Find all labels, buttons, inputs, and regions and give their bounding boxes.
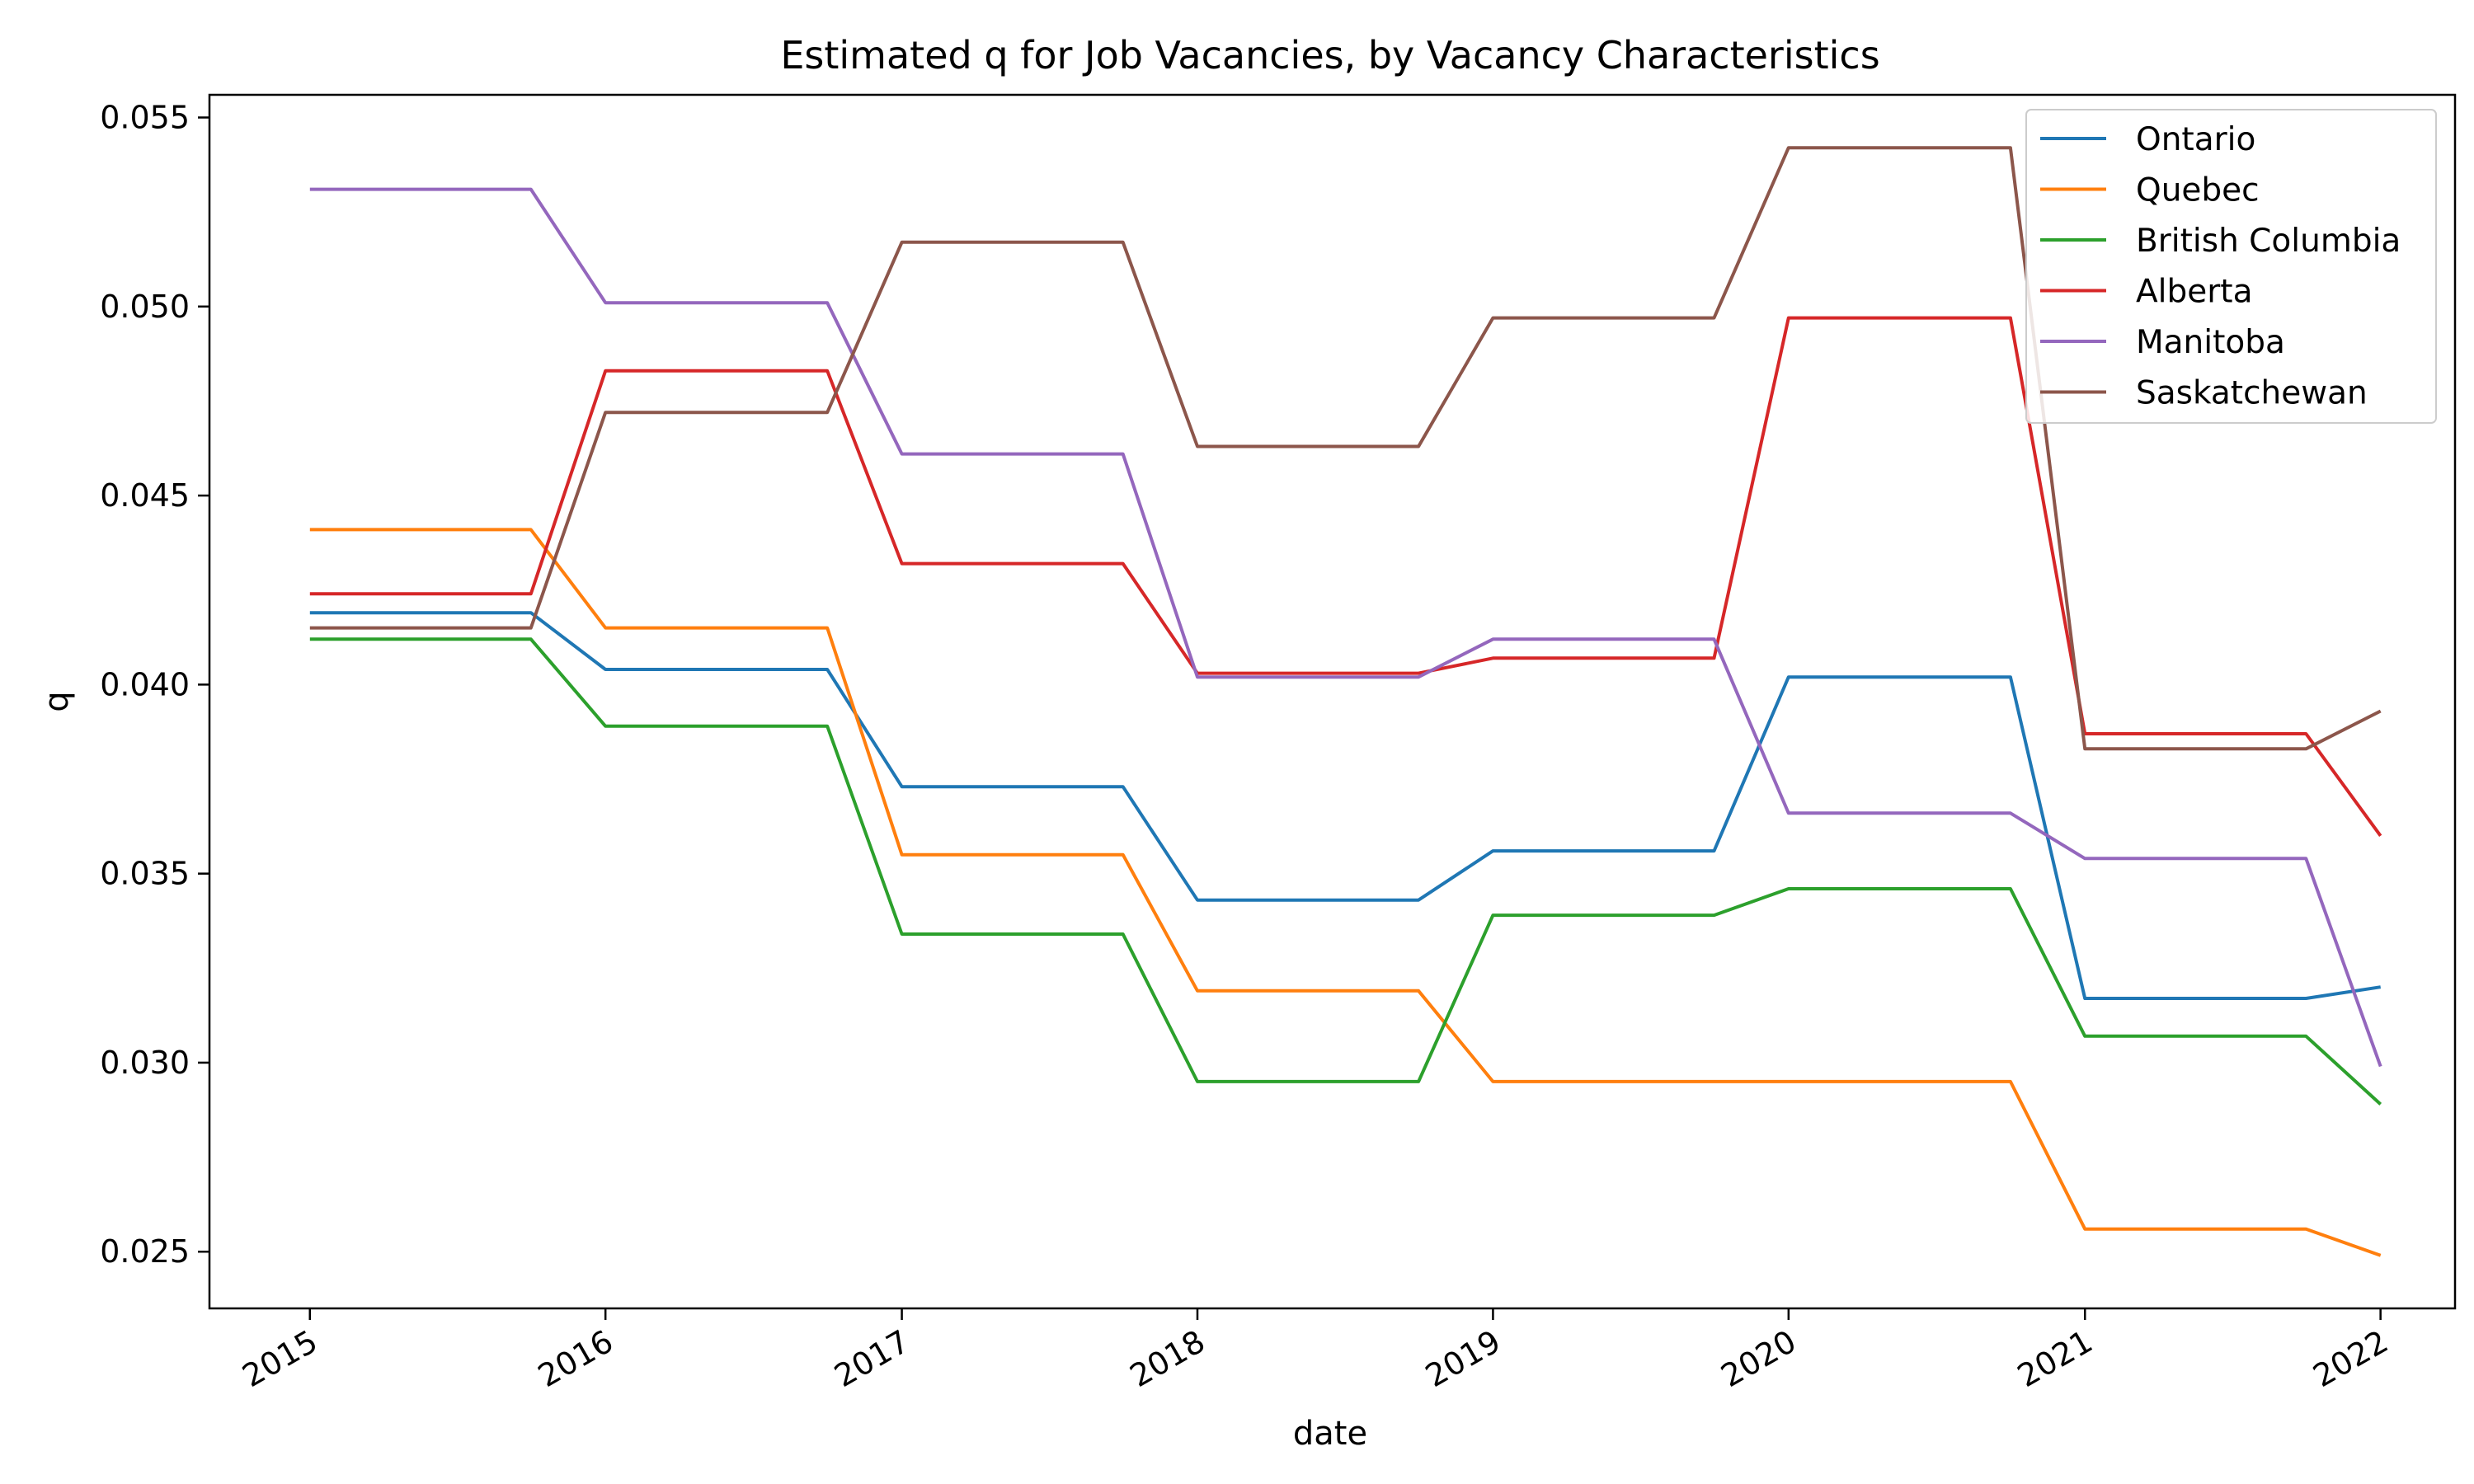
series-line-quebec — [309, 528, 2382, 1257]
x-tick-label: 2016 — [532, 1323, 619, 1394]
y-tick-label: 0.050 — [100, 289, 190, 325]
x-tick-label: 2015 — [237, 1323, 324, 1394]
y-tick-label: 0.025 — [100, 1233, 190, 1270]
legend-label-saskatchewan: Saskatchewan — [2136, 375, 2368, 412]
legend-label-manitoba: Manitoba — [2136, 324, 2285, 361]
legend-label-quebec: Quebec — [2136, 172, 2260, 209]
legend-label-british-columbia: British Columbia — [2136, 223, 2401, 260]
legend: Ontario Quebec British Columbia Alberta Mani… — [2025, 109, 2437, 424]
plot-area — [208, 93, 2457, 1310]
chart-title: Estimated q for Job Vacancies, by Vacanc… — [780, 33, 1879, 77]
x-tick-label: 2018 — [1124, 1323, 1211, 1394]
x-axis-label: date — [1293, 1415, 1367, 1453]
x-tick-label: 2021 — [2011, 1323, 2099, 1394]
y-tick-label: 0.035 — [100, 856, 190, 892]
plot-frame — [208, 93, 2457, 1310]
series-line-british-columbia — [309, 637, 2382, 1106]
legend-box — [2025, 109, 2437, 424]
x-tick-label: 2022 — [2307, 1323, 2394, 1394]
series-line-manitoba — [309, 187, 2382, 1068]
y-tick-label: 0.045 — [100, 477, 190, 514]
x-tick-label: 2017 — [828, 1323, 915, 1394]
series-line-alberta — [309, 316, 2382, 837]
x-tick-label: 2019 — [1419, 1323, 1507, 1394]
y-axis: 0.025 0.030 0.035 0.040 0.045 0.050 0.055 — [100, 100, 209, 1270]
legend-label-ontario: Ontario — [2136, 121, 2255, 158]
series-lines — [309, 146, 2382, 1257]
x-axis: 2015 2016 2017 2018 2019 2020 2021 2022 — [237, 1308, 2394, 1394]
y-tick-label: 0.040 — [100, 666, 190, 702]
series-line-saskatchewan — [309, 146, 2382, 751]
x-tick-label: 2020 — [1715, 1323, 1803, 1394]
y-axis-label: q — [38, 691, 76, 711]
legend-label-alberta: Alberta — [2136, 274, 2253, 311]
y-tick-label: 0.030 — [100, 1045, 190, 1081]
y-tick-label: 0.055 — [100, 100, 190, 136]
series-line-ontario — [309, 611, 2382, 1000]
